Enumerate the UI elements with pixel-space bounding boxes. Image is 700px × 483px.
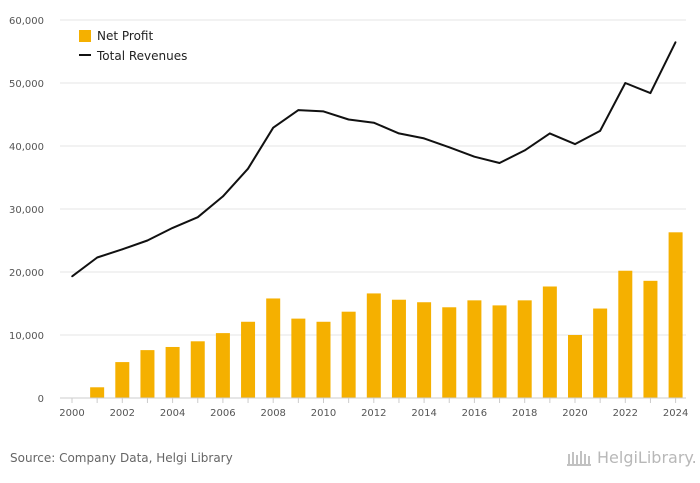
total-revenues-point: [297, 109, 300, 111]
total-revenues-point: [196, 216, 199, 218]
net-profit-bar: [643, 280, 658, 398]
legend-label-total-revenues: Total Revenues: [96, 49, 187, 63]
y-tick-label: 50,000: [9, 79, 44, 90]
net-profit-bar: [593, 308, 608, 398]
net-profit-bar: [391, 299, 406, 398]
total-revenues-point: [247, 167, 249, 170]
total-revenues-point: [272, 126, 275, 129]
total-revenues-point: [649, 92, 652, 94]
brand-name: HelgiLibrary.: [597, 448, 697, 467]
x-tick-label: 2008: [260, 408, 285, 419]
x-tick-label: 2018: [512, 408, 537, 419]
x-tick-label: 2014: [411, 408, 436, 419]
total-revenues-point: [322, 110, 325, 113]
x-tick-label: 2024: [663, 408, 688, 419]
y-tick-label: 0: [38, 394, 44, 405]
net-profit-bar: [190, 341, 205, 398]
net-profit-bar: [165, 346, 180, 398]
legend-swatch-net-profit: [79, 30, 91, 42]
x-tick-label: 2016: [462, 408, 487, 419]
total-revenues-point: [373, 121, 375, 124]
net-profit-bar: [266, 298, 281, 398]
chart: 0 10,000 20,000 30,000 40,000 50,000 60,000 20…: [9, 16, 688, 419]
net-profit-bar: [140, 350, 155, 398]
x-tick-label: 2006: [210, 408, 235, 419]
grid-lines: [60, 19, 686, 336]
total-revenues-point: [674, 41, 677, 43]
net-profit-bar: [115, 362, 130, 398]
y-tick-label: 30,000: [9, 205, 44, 216]
total-revenues-point: [523, 149, 526, 152]
net-profit-bar: [668, 232, 683, 398]
y-tick-label: 20,000: [9, 268, 44, 279]
total-revenues-point: [71, 275, 73, 278]
net-profit-bar: [618, 270, 633, 398]
x-tick-label: 2020: [562, 408, 587, 419]
x-tick-label: 2004: [160, 408, 185, 419]
y-axis-ticks: 0 10,000 20,000 30,000 40,000 50,000 60,000: [9, 16, 44, 405]
net-profit-bar: [316, 321, 331, 398]
net-profit-bar: [542, 286, 557, 398]
total-revenues-line: [71, 41, 677, 278]
net-profit-bars: [90, 232, 683, 398]
x-tick-label: 2002: [110, 408, 135, 419]
net-profit-bar: [341, 311, 356, 398]
total-revenues-point: [498, 162, 501, 164]
y-tick-label: 10,000: [9, 331, 44, 342]
total-revenues-point: [146, 239, 149, 242]
total-revenues-point: [549, 132, 551, 135]
legend-label-net-profit: Net Profit: [97, 29, 153, 43]
brand-logo: HelgiLibrary.: [566, 448, 697, 467]
total-revenues-line-group: [71, 41, 677, 278]
total-revenues-point: [473, 155, 476, 158]
net-profit-bar: [467, 300, 482, 398]
total-revenues-point: [222, 195, 224, 198]
total-revenues-point: [398, 132, 400, 135]
total-revenues-point: [96, 256, 98, 259]
library-building-icon: [567, 450, 591, 466]
x-tick-label: 2010: [311, 408, 336, 419]
total-revenues-point: [121, 248, 124, 251]
net-profit-bar: [241, 321, 256, 398]
net-profit-bar: [215, 333, 230, 398]
total-revenues-point: [448, 146, 451, 149]
net-profit-bar: [492, 305, 507, 398]
total-revenues-point: [574, 143, 576, 145]
x-tick-label: 2022: [613, 408, 638, 419]
net-profit-bar: [442, 307, 457, 398]
x-tick-label: 2000: [59, 408, 84, 419]
y-tick-label: 40,000: [9, 142, 44, 153]
total-revenues-point: [347, 118, 350, 121]
source-note: Source: Company Data, Helgi Library: [10, 451, 233, 465]
net-profit-bar: [366, 293, 381, 398]
x-tick-label: 2012: [361, 408, 386, 419]
net-profit-bar: [417, 302, 432, 398]
x-axis-ticks: 2000 2002 2004 2006 2008 2010 2012 2014 2016 2018…: [59, 398, 688, 419]
net-profit-bar: [568, 335, 582, 398]
y-tick-label: 60,000: [9, 16, 44, 27]
net-profit-bar: [291, 318, 306, 398]
total-revenues-point: [599, 130, 601, 132]
total-revenues-point: [171, 227, 174, 229]
net-profit-bar: [517, 300, 532, 398]
net-profit-bar: [90, 387, 105, 398]
total-revenues-point: [423, 137, 425, 140]
legend: Net Profit Total Revenues: [79, 29, 187, 63]
total-revenues-point: [624, 82, 627, 84]
